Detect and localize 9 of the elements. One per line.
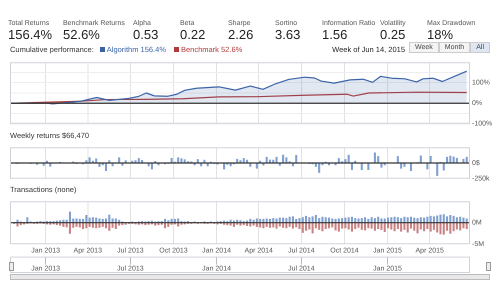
text: 1.56 [322,27,348,42]
text: 2.26 [228,27,254,42]
text: 0.53 [133,27,158,42]
text: 0.25 [380,27,406,42]
text: 18% [427,27,454,42]
text: 0.22 [180,27,206,42]
text: 52.6% [63,27,101,42]
text: 3.63 [275,27,300,42]
text: 156.4% [8,27,52,42]
